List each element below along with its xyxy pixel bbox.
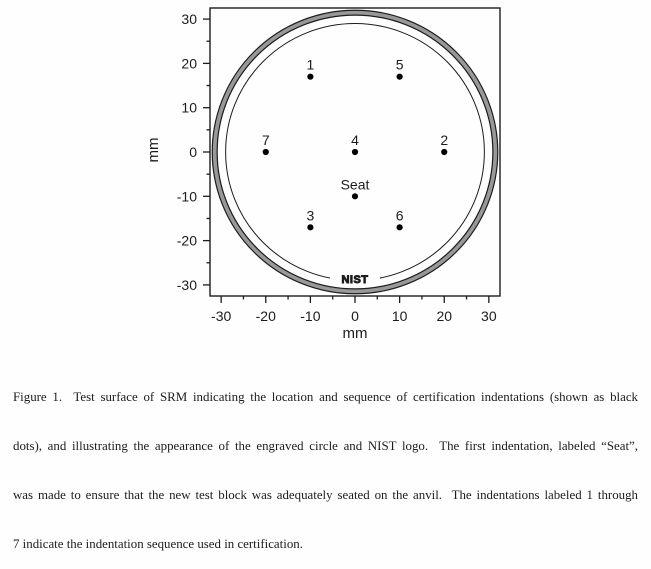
indentation-label-1: 1 [306,57,314,73]
nist-logo: NIST [341,274,368,286]
outer-ring-inner-edge [216,14,494,290]
x-axis-tick-label: 10 [392,308,408,324]
plot-layers: -30 -30 -20 -20 -10 -10 0 0 10 10 20 20 30 30 NIST Seat… [177,7,501,324]
y-axis-tick-label: -10 [177,188,197,204]
indentation-point-1 [307,73,314,80]
y-axis-tick-label: 10 [181,100,197,116]
x-axis-tick-label: 0 [351,308,359,324]
caption-line-4: 7 indicate the indentation sequence used… [13,537,303,552]
y-axis-tick-label: -20 [177,233,197,249]
indentation-label-7: 7 [262,132,270,148]
indentation-point-4 [351,148,359,156]
y-axis-tick-label: 30 [181,11,197,27]
indentation-label-4: 4 [351,132,359,148]
x-axis-title: mm [343,325,368,342]
indentation-point-6 [396,224,403,231]
indentation-point-7 [262,148,269,156]
indentation-point-seat [351,193,359,200]
figure-caption: Figure 1. Test surface of SRM indicating… [13,356,638,569]
x-axis-tick-label: 30 [481,308,497,324]
caption-line-2: dots), and illustrating the appearance o… [13,439,638,454]
srm-test-surface-plot: -30 -30 -20 -20 -10 -10 0 0 10 10 20 20 30 30 NIST Seat… [145,7,501,342]
indentation-label-seat: Seat [341,176,370,192]
indentation-label-3: 3 [306,207,314,223]
indentation-label-2: 2 [440,132,448,148]
y-axis-tick-label: -30 [177,277,197,293]
page: { "figure": { "caption_lines": [ "Figure… [13,7,638,552]
y-axis-tick-label: 0 [189,144,197,160]
caption-line-3: was made to ensure that the new test blo… [13,488,638,503]
y-axis-title: mm [145,138,162,163]
indentation-point-5 [396,73,403,80]
caption-line-1: Figure 1. Test surface of SRM indicating… [13,389,638,404]
indentation-label-6: 6 [396,207,404,223]
x-axis-tick-label: -10 [300,308,320,324]
x-axis-tick-label: -20 [256,308,276,324]
x-axis-tick-label: 20 [436,308,452,324]
y-axis-tick-label: 20 [181,55,197,71]
logo-gap [330,271,380,286]
outer-ring-band [212,10,498,294]
indentation-label-5: 5 [396,57,404,73]
outer-ring-outer-edge [211,9,499,295]
x-axis-tick-label: -30 [211,308,231,324]
indentation-point-2 [441,148,448,156]
indentation-point-3 [307,224,314,231]
